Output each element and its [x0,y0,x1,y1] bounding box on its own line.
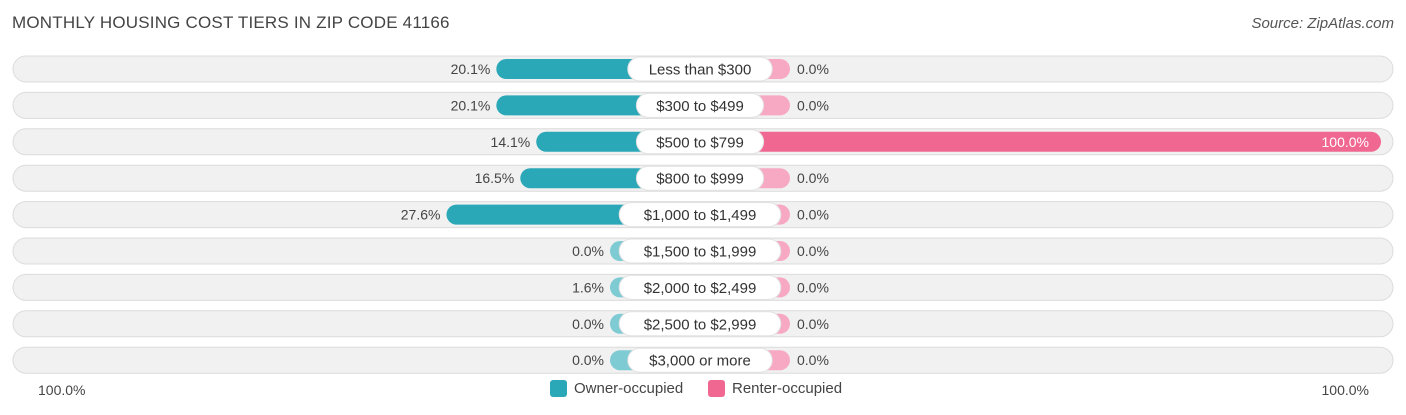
legend-label-owner: Owner-occupied [574,380,684,397]
renter-value-label: 0.0% [797,279,829,295]
legend-item-owner: Owner-occupied [550,380,683,397]
owner-value-label: 20.1% [451,97,491,113]
axis-right-label: 100.0% [1321,382,1369,398]
source-label: Source: ZipAtlas.com [1251,15,1394,32]
category-pill [618,238,782,264]
renter-value-label: 0.0% [797,316,829,332]
owner-value-label: 1.6% [572,279,604,295]
owner-value-label: 27.6% [401,207,441,223]
renter-value-label: 0.0% [797,61,829,77]
renter-value-label: 0.0% [797,352,829,368]
category-pill [635,129,765,155]
owner-value-label: 20.1% [451,61,491,77]
category-pill [627,347,773,373]
category-pill [618,274,782,300]
renter-value-label: 0.0% [797,207,829,223]
renter-value-label: 0.0% [797,170,829,186]
category-label: $1,500 to $1,999 [644,244,757,261]
category-label: $2,500 to $2,999 [644,316,757,333]
owner-value-label: 16.5% [475,170,515,186]
category-label: $800 to $999 [656,171,744,188]
legend-item-renter: Renter-occupied [708,380,842,397]
owner-value-label: 0.0% [572,316,604,332]
axis-left-label: 100.0% [38,382,86,398]
renter-value-label: 100.0% [1322,134,1369,150]
category-label: $3,000 or more [649,353,751,370]
renter-value-label: 0.0% [797,243,829,259]
legend: Owner-occupied Renter-occupied [0,378,1406,402]
category-pill [635,165,765,191]
renter-value-label: 0.0% [797,97,829,113]
owner-value-label: 0.0% [572,243,604,259]
owner-value-label: 0.0% [572,352,604,368]
category-pill [618,202,782,228]
legend-swatch-renter [708,380,725,397]
category-pill [627,56,773,82]
legend-label-renter: Renter-occupied [732,380,843,397]
renter-bar [700,131,1381,152]
chart-title: MONTHLY HOUSING COST TIERS IN ZIP CODE 4… [12,13,450,32]
category-pill [618,311,782,337]
category-label: Less than $300 [649,62,752,79]
category-label: $1,000 to $1,499 [644,207,757,224]
category-label: $2,000 to $2,499 [644,280,757,297]
category-label: $500 to $799 [656,134,744,151]
category-label: $300 to $499 [656,98,744,115]
legend-swatch-owner [550,380,567,397]
category-pill [635,92,765,118]
owner-value-label: 14.1% [491,134,531,150]
